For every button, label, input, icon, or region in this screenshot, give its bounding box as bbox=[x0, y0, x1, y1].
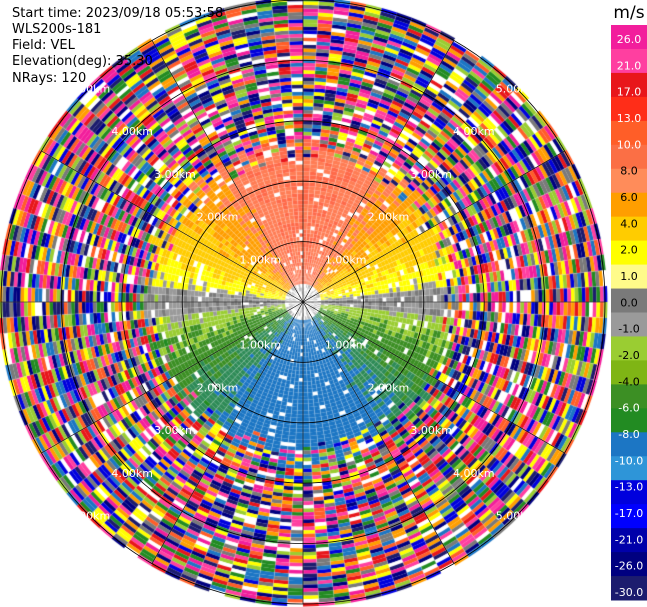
colorbar-segment bbox=[611, 312, 647, 337]
colorbar-segment bbox=[611, 432, 647, 457]
ring-label: 1.00km bbox=[240, 253, 282, 266]
colorbar-tick-label: -2.0 bbox=[618, 349, 639, 362]
ring-label: 5.00km bbox=[69, 510, 111, 523]
colorbar-tick-label: -21.0 bbox=[615, 533, 643, 546]
elevation-label: Elevation(deg): 35.30 bbox=[12, 54, 153, 69]
ring-label: 1.00km bbox=[240, 339, 282, 352]
colorbar-tick-label: 0.0 bbox=[620, 296, 638, 309]
ring-label: 1.00km bbox=[325, 253, 367, 266]
ring-label: 4.00km bbox=[111, 467, 153, 480]
ring-label: 5.00km bbox=[496, 510, 538, 523]
colorbar-tick-label: -8.0 bbox=[618, 428, 639, 441]
colorbar-segment bbox=[611, 48, 647, 74]
spoke-150 bbox=[151, 40, 455, 564]
colorbar-segment bbox=[611, 504, 647, 529]
colorbar-segment bbox=[611, 192, 647, 218]
field-label: Field: VEL bbox=[12, 38, 75, 53]
colorbar-tick-label: 6.0 bbox=[620, 191, 638, 204]
ring-label: 5.00km bbox=[496, 82, 538, 95]
start-time-label: Start time: 2023/09/18 05:53:58 bbox=[12, 6, 224, 21]
colorbar-tick-label: 10.0 bbox=[617, 138, 642, 151]
colorbar-tick-label: 8.0 bbox=[620, 165, 638, 178]
colorbar-tick-label: 1.0 bbox=[620, 270, 638, 283]
colorbar-segment bbox=[611, 216, 647, 242]
colorbar-tick-label: -4.0 bbox=[618, 375, 639, 388]
ring-label: 4.00km bbox=[453, 125, 495, 138]
colorbar-segment bbox=[611, 480, 647, 505]
colorbar-segment bbox=[611, 384, 647, 409]
instrument-label: WLS200s-181 bbox=[12, 22, 102, 37]
colorbar-tick-label: -6.0 bbox=[618, 402, 639, 415]
colorbar-segment bbox=[611, 456, 647, 481]
ring-label: 4.00km bbox=[453, 467, 495, 480]
nrays-label: NRays: 120 bbox=[12, 71, 87, 86]
colorbar-tick-label: -17.0 bbox=[615, 507, 643, 520]
colorbar-segment bbox=[611, 552, 647, 577]
ring-label: 3.00km bbox=[154, 168, 196, 181]
colorbar-segment bbox=[611, 72, 647, 98]
colorbar-tick-label: 21.0 bbox=[617, 59, 642, 72]
ring-label: 5.00km bbox=[69, 82, 111, 95]
colorbar-segment bbox=[611, 288, 647, 313]
colorbar-tick-label: 17.0 bbox=[617, 86, 642, 99]
colorbar-tick-label: 4.0 bbox=[620, 217, 638, 230]
ring-label: 3.00km bbox=[410, 168, 452, 181]
colorbar-tick-label: -26.0 bbox=[615, 560, 643, 573]
colorbar-segment bbox=[611, 240, 647, 266]
ring-label: 2.00km bbox=[368, 381, 410, 394]
ring-label: 3.00km bbox=[410, 424, 452, 437]
colorbar-segment bbox=[611, 25, 647, 50]
ring-label: 4.00km bbox=[111, 125, 153, 138]
colorbar-segment bbox=[611, 576, 647, 601]
colorbar-segment bbox=[611, 120, 647, 146]
ring-label: 1.00km bbox=[325, 339, 367, 352]
colorbar-tick-label: 13.0 bbox=[617, 112, 642, 125]
ring-label: 2.00km bbox=[197, 381, 239, 394]
colorbar-tick-label: -30.0 bbox=[615, 586, 643, 599]
colorbar-tick-label: -1.0 bbox=[618, 323, 639, 336]
colorbar-tick-label: 26.0 bbox=[617, 33, 642, 46]
colorbar-segment bbox=[611, 360, 647, 385]
colorbar-segment bbox=[611, 144, 647, 170]
colorbar-tick-label: -13.0 bbox=[615, 481, 643, 494]
colorbar-segment bbox=[611, 168, 647, 194]
colorbar-tick-label: 2.0 bbox=[620, 244, 638, 257]
ring-label: 3.00km bbox=[154, 424, 196, 437]
colorbar-segment bbox=[611, 96, 647, 122]
colorbar-segment bbox=[611, 336, 647, 361]
colorbar-segment bbox=[611, 408, 647, 433]
colorbar-tick-label: -10.0 bbox=[615, 454, 643, 467]
colorbar-segment bbox=[611, 528, 647, 553]
ring-label: 2.00km bbox=[368, 211, 410, 224]
colorbar-title: m/s bbox=[613, 3, 644, 23]
ring-label: 2.00km bbox=[197, 211, 239, 224]
colorbar-segment bbox=[611, 264, 647, 290]
